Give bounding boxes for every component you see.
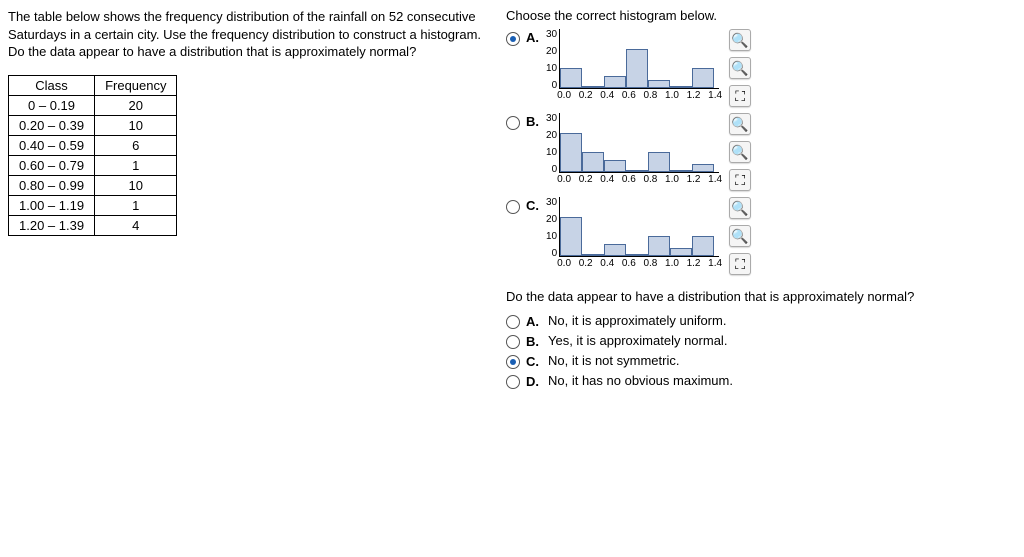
expand-icon[interactable]: ⛶ (729, 169, 751, 191)
table-cell: 0.20 – 0.39 (9, 115, 95, 135)
radio-answer-A[interactable] (506, 315, 520, 329)
histogram-bars (559, 197, 719, 257)
answer-letter: D. (526, 373, 548, 389)
answer-option-A[interactable]: A.No, it is approximately uniform. (506, 312, 1016, 329)
histogram-bar (604, 76, 626, 88)
table-cell: 1.20 – 1.39 (9, 215, 95, 235)
radio-histogram-C[interactable] (506, 200, 520, 214)
histogram-bar (648, 80, 670, 88)
answer-letter: B. (526, 333, 548, 349)
histogram-bar (626, 49, 648, 88)
table-cell: 1 (95, 195, 177, 215)
histogram-bar (582, 254, 604, 256)
histogram-bar (626, 254, 648, 256)
table-cell: 1.00 – 1.19 (9, 195, 95, 215)
histogram-bar (692, 164, 714, 172)
histogram-bar (560, 217, 582, 256)
table-cell: 0.60 – 0.79 (9, 155, 95, 175)
expand-icon[interactable]: ⛶ (729, 85, 751, 107)
answer-option-D[interactable]: D.No, it has no obvious maximum. (506, 372, 1016, 389)
answer-text: Yes, it is approximately normal. (548, 333, 727, 348)
histogram-bar (582, 152, 604, 172)
y-axis-labels: 3020100 (546, 113, 557, 175)
y-axis-labels: 3020100 (546, 29, 557, 91)
table-row: 0 – 0.1920 (9, 95, 177, 115)
answer-text: No, it is not symmetric. (548, 353, 679, 368)
option-letter: C. (526, 197, 546, 213)
table-row: 0.40 – 0.596 (9, 135, 177, 155)
histogram-bar (670, 170, 692, 172)
table-header-frequency: Frequency (95, 75, 177, 95)
histogram-option-B[interactable]: B.30201000.00.20.40.60.81.01.21.4 🔍 🔍 ⛶ (506, 113, 1016, 191)
x-axis-labels: 0.00.20.40.60.81.01.21.4 (557, 173, 722, 185)
answer-option-C[interactable]: C.No, it is not symmetric. (506, 352, 1016, 369)
zoom-out-icon[interactable]: 🔍 (729, 225, 751, 247)
problem-text: The table below shows the frequency dist… (8, 8, 498, 61)
histogram-bar (560, 68, 582, 88)
option-letter: B. (526, 113, 546, 129)
histogram-bar (670, 86, 692, 88)
zoom-out-icon[interactable]: 🔍 (729, 141, 751, 163)
table-cell: 10 (95, 175, 177, 195)
histogram-bar (670, 248, 692, 256)
histogram-bar (648, 152, 670, 172)
answer-letter: A. (526, 313, 548, 329)
histogram-bar (560, 133, 582, 172)
table-row: 0.20 – 0.3910 (9, 115, 177, 135)
histogram-bar (604, 244, 626, 256)
table-row: 0.60 – 0.791 (9, 155, 177, 175)
histogram-bar (604, 160, 626, 172)
y-axis-labels: 3020100 (546, 197, 557, 259)
question-2-text: Do the data appear to have a distributio… (506, 289, 1016, 304)
histogram-option-C[interactable]: C.30201000.00.20.40.60.81.01.21.4 🔍 🔍 ⛶ (506, 197, 1016, 275)
table-header-class: Class (9, 75, 95, 95)
answer-letter: C. (526, 353, 548, 369)
zoom-out-icon[interactable]: 🔍 (729, 57, 751, 79)
answer-option-B[interactable]: B.Yes, it is approximately normal. (506, 332, 1016, 349)
answer-text: No, it has no obvious maximum. (548, 373, 733, 388)
choose-histogram-title: Choose the correct histogram below. (506, 8, 1016, 23)
x-axis-labels: 0.00.20.40.60.81.01.21.4 (557, 89, 722, 101)
radio-answer-D[interactable] (506, 375, 520, 389)
histogram-bar (582, 86, 604, 88)
table-cell: 4 (95, 215, 177, 235)
table-row: 1.00 – 1.191 (9, 195, 177, 215)
zoom-in-icon[interactable]: 🔍 (729, 197, 751, 219)
histogram-bar (692, 236, 714, 256)
frequency-table: Class Frequency 0 – 0.19200.20 – 0.39100… (8, 75, 177, 236)
table-cell: 6 (95, 135, 177, 155)
zoom-in-icon[interactable]: 🔍 (729, 29, 751, 51)
radio-histogram-A[interactable] (506, 32, 520, 46)
table-cell: 1 (95, 155, 177, 175)
histogram-bar (648, 236, 670, 256)
histogram-bar (626, 170, 648, 172)
histogram-option-A[interactable]: A.30201000.00.20.40.60.81.01.21.4 🔍 🔍 ⛶ (506, 29, 1016, 107)
histogram-bars (559, 29, 719, 89)
x-axis-labels: 0.00.20.40.60.81.01.21.4 (557, 257, 722, 269)
table-cell: 0.80 – 0.99 (9, 175, 95, 195)
table-cell: 0 – 0.19 (9, 95, 95, 115)
answer-text: No, it is approximately uniform. (548, 313, 726, 328)
option-letter: A. (526, 29, 546, 45)
histogram-bar (692, 68, 714, 88)
zoom-in-icon[interactable]: 🔍 (729, 113, 751, 135)
table-cell: 10 (95, 115, 177, 135)
table-row: 1.20 – 1.394 (9, 215, 177, 235)
histogram-bars (559, 113, 719, 173)
radio-histogram-B[interactable] (506, 116, 520, 130)
table-row: 0.80 – 0.9910 (9, 175, 177, 195)
radio-answer-C[interactable] (506, 355, 520, 369)
radio-answer-B[interactable] (506, 335, 520, 349)
expand-icon[interactable]: ⛶ (729, 253, 751, 275)
table-cell: 20 (95, 95, 177, 115)
table-cell: 0.40 – 0.59 (9, 135, 95, 155)
